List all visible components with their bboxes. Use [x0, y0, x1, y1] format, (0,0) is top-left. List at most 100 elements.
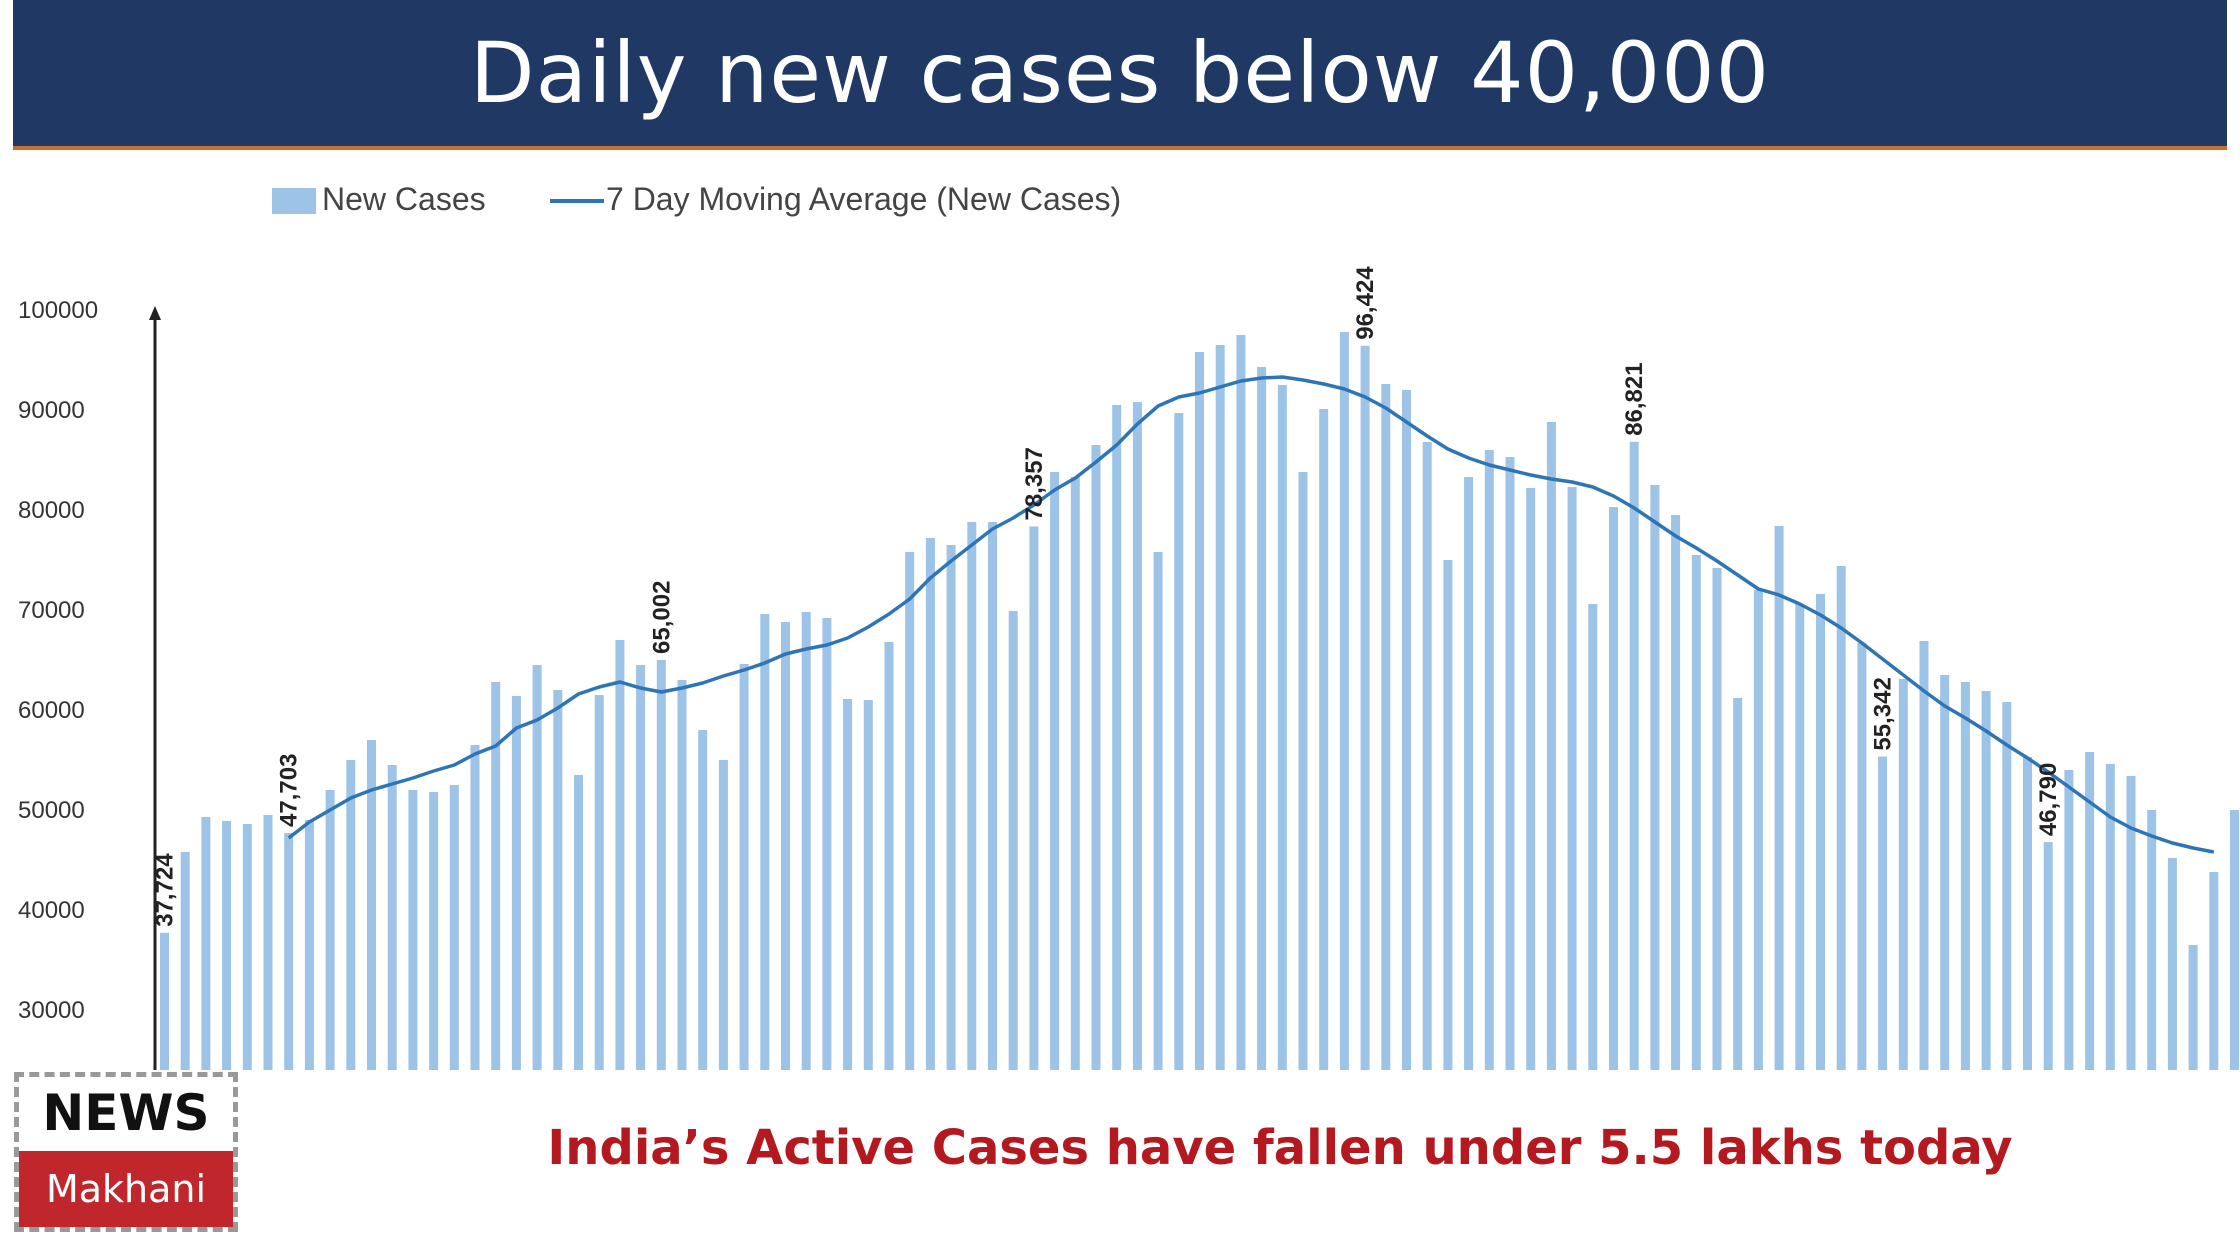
legend: New Cases 7 Day Moving Average (New Case… — [272, 181, 1121, 217]
bar — [1919, 641, 1929, 1070]
bar — [1050, 472, 1060, 1070]
bar — [1319, 409, 1329, 1070]
bar — [2147, 810, 2157, 1070]
bar — [429, 792, 439, 1070]
y-tick-label: 90000 — [18, 397, 85, 424]
bar — [718, 760, 728, 1070]
legend-bar-swatch — [272, 188, 316, 214]
y-tick-label: 80000 — [18, 497, 85, 524]
bar — [1443, 560, 1453, 1070]
y-tick-label: 60000 — [18, 697, 85, 724]
bar — [511, 696, 521, 1070]
data-label: 55,342 — [1870, 677, 1897, 750]
header-band: Daily new cases below 40,000 — [13, 0, 2227, 150]
y-tick-label: 100000 — [18, 297, 98, 324]
bar — [1277, 385, 1287, 1070]
bar — [1257, 367, 1267, 1070]
bar — [553, 690, 563, 1070]
bar — [1236, 335, 1246, 1070]
bar — [1008, 611, 1018, 1070]
bar — [1546, 422, 1556, 1070]
bar — [988, 522, 997, 1070]
bar — [1940, 675, 1950, 1070]
bar — [905, 552, 915, 1070]
bar — [1878, 756, 1888, 1070]
bar — [760, 614, 770, 1070]
bar — [1609, 507, 1618, 1070]
bar — [863, 700, 873, 1070]
bar — [1526, 488, 1536, 1070]
bar — [2023, 757, 2032, 1070]
bar — [2085, 752, 2095, 1070]
bar — [1402, 390, 1411, 1070]
bar — [677, 680, 687, 1070]
bar — [1029, 526, 1039, 1070]
bar — [201, 817, 211, 1070]
bar — [2064, 770, 2074, 1070]
bars-group — [160, 332, 2239, 1070]
bar — [1774, 526, 1784, 1070]
bar — [325, 790, 335, 1070]
bar — [1857, 643, 1867, 1070]
bar — [656, 659, 666, 1070]
bar — [1153, 552, 1163, 1070]
bar — [946, 545, 956, 1070]
bar — [1422, 442, 1432, 1070]
bar — [1691, 555, 1701, 1070]
bar — [346, 760, 356, 1070]
y-tick-label: 30000 — [18, 997, 85, 1024]
news-makhani-logo: NEWS Makhani — [14, 1072, 238, 1232]
bar — [2230, 810, 2239, 1070]
bar — [822, 618, 832, 1070]
bar — [2209, 872, 2219, 1070]
bar — [1464, 477, 1474, 1070]
bar — [1671, 515, 1681, 1070]
bar — [1795, 604, 1805, 1070]
bar — [1567, 487, 1577, 1070]
legend-line-label: 7 Day Moving Average (New Cases) — [606, 181, 1121, 217]
bar — [843, 699, 853, 1070]
bar — [1339, 332, 1349, 1070]
bar — [2126, 776, 2136, 1070]
bar — [1091, 445, 1101, 1070]
bar — [470, 745, 480, 1070]
bar — [967, 522, 977, 1070]
bar — [2105, 764, 2115, 1070]
bar — [1753, 590, 1763, 1070]
bar — [1070, 477, 1080, 1070]
data-label: 96,424 — [1352, 266, 1379, 340]
bar — [1588, 604, 1598, 1070]
data-label: 47,703 — [276, 754, 303, 827]
bar — [801, 612, 811, 1070]
y-tick-label: 40000 — [18, 897, 85, 924]
bar — [1174, 413, 1184, 1070]
logo-news-text: NEWS — [19, 1077, 233, 1149]
bar — [1215, 345, 1225, 1070]
bar — [491, 682, 501, 1070]
bar — [1298, 472, 1308, 1070]
bar — [636, 665, 646, 1070]
bar — [2188, 945, 2198, 1070]
bar — [1484, 450, 1494, 1070]
annotations-group: 37,724 47,703 65,002 78,357 96,424 86,821 55,3… — [152, 266, 2063, 927]
bar — [160, 932, 169, 1070]
bar — [574, 775, 583, 1070]
data-label: 37,724 — [152, 853, 179, 927]
bar — [1360, 345, 1370, 1070]
legend-bars-label: New Cases — [322, 181, 486, 217]
bar — [532, 665, 542, 1070]
bar — [2167, 858, 2177, 1070]
chart: New Cases 7 Day Moving Average (New Case… — [18, 181, 2239, 1070]
bar — [1981, 691, 1991, 1070]
y-axis-ticks: 1000020000300004000050000600007000080000… — [18, 297, 98, 1024]
bar — [1629, 441, 1639, 1070]
y-tick-label: 50000 — [18, 797, 85, 824]
bar — [242, 824, 252, 1070]
page-title: Daily new cases below 40,000 — [469, 24, 1771, 122]
bar — [1836, 566, 1846, 1070]
data-label: 65,002 — [648, 581, 675, 654]
bar — [1195, 352, 1204, 1070]
data-label: 86,821 — [1621, 362, 1648, 435]
moving-average-line — [287, 375, 2215, 854]
bar — [304, 820, 314, 1070]
